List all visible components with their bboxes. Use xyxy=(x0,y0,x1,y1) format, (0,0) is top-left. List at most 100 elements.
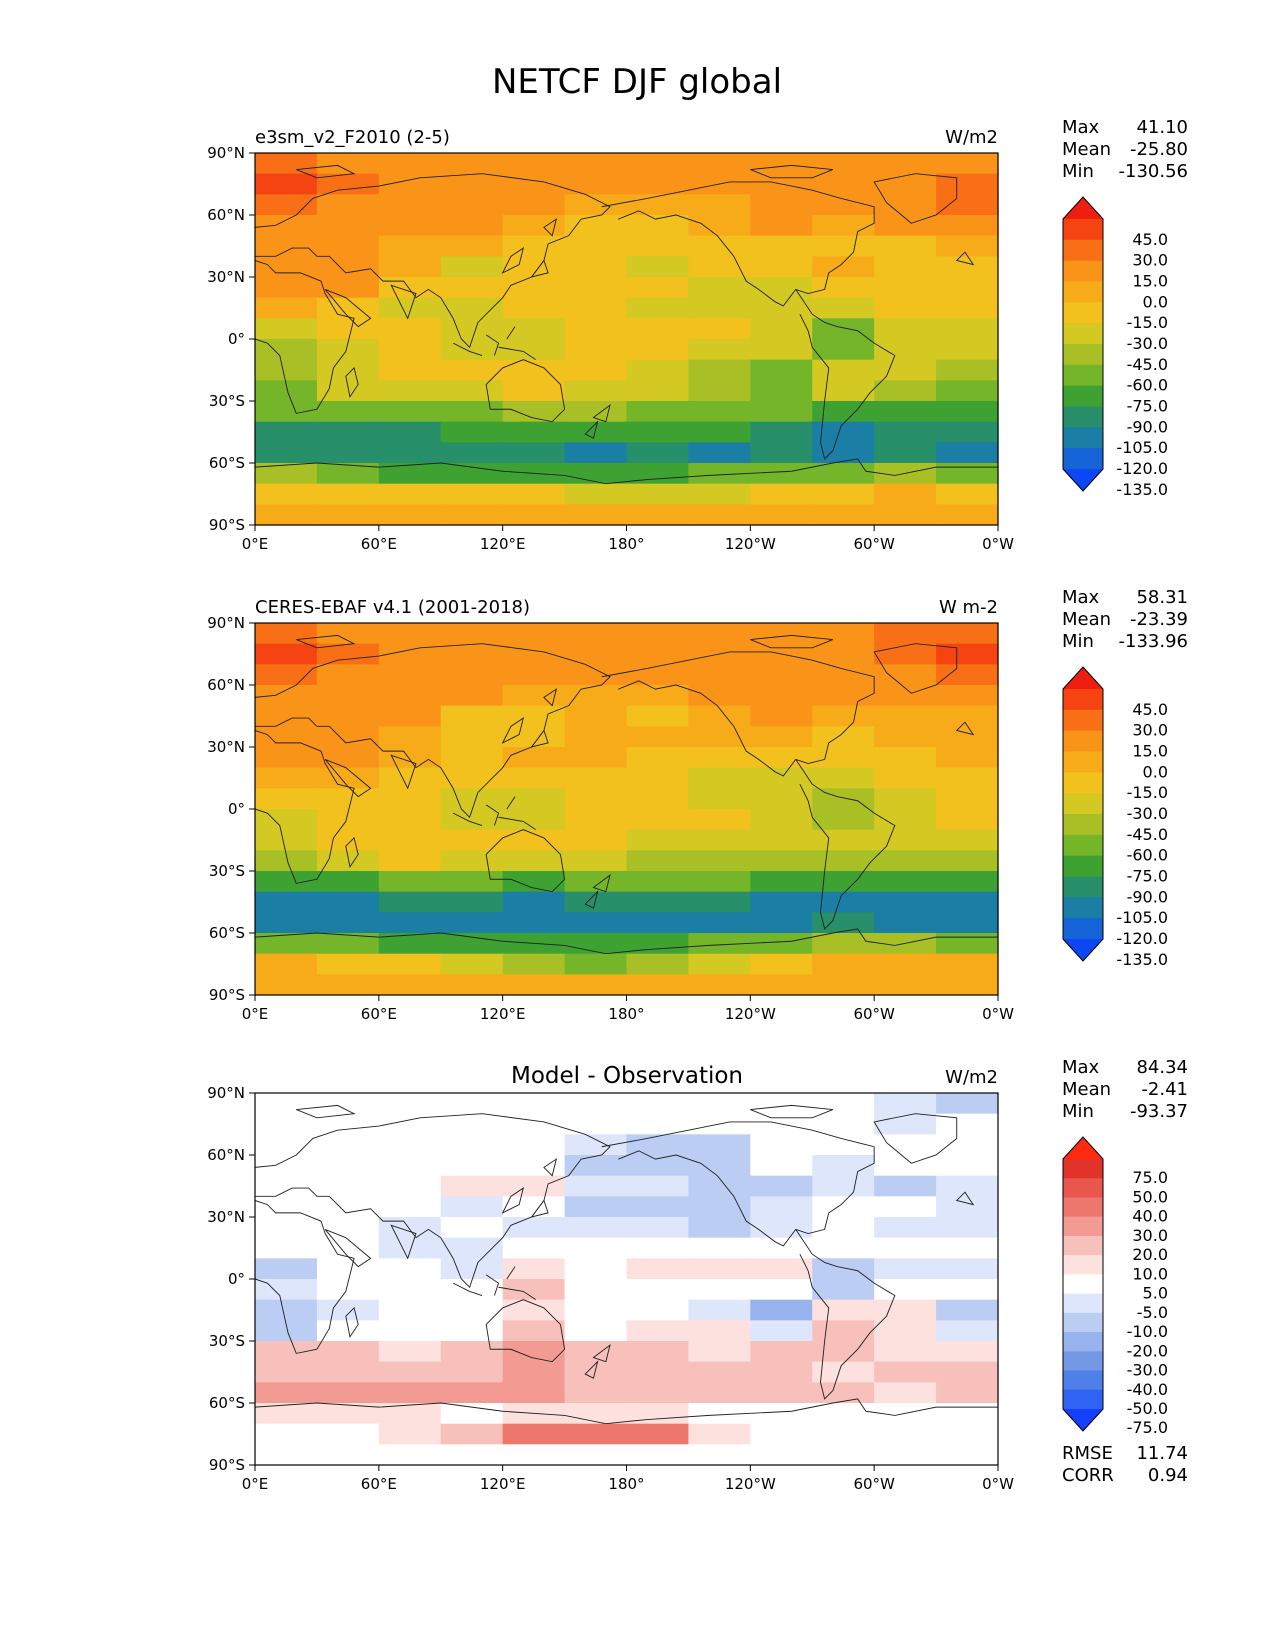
field-cell xyxy=(502,1113,566,1135)
field-cell xyxy=(440,1113,504,1135)
field-cell xyxy=(936,705,999,727)
field-cell xyxy=(255,1134,318,1156)
field-cell xyxy=(874,504,937,526)
field-cell xyxy=(812,912,875,934)
field-cell xyxy=(874,643,937,665)
field-cell xyxy=(255,1423,318,1445)
y-tick-label: 90°N xyxy=(207,614,245,632)
field-cell xyxy=(316,705,380,727)
field-cell xyxy=(874,339,937,361)
stat-value: -2.41 xyxy=(1141,1079,1188,1100)
field-cell xyxy=(440,829,504,851)
field-cell xyxy=(564,235,628,257)
field-cell xyxy=(440,809,504,831)
field-cell xyxy=(936,788,999,810)
field-cell xyxy=(502,1175,566,1197)
field-cell xyxy=(812,1155,875,1177)
field-cell xyxy=(255,421,318,443)
colorbar-label: 5.0 xyxy=(1143,1284,1168,1303)
field-cell xyxy=(564,1403,628,1425)
field-cell xyxy=(564,483,628,505)
field-cell xyxy=(626,401,690,423)
field-cell xyxy=(936,747,999,769)
field-cell xyxy=(688,788,751,810)
field-cell xyxy=(378,359,442,381)
field-cell xyxy=(936,850,999,872)
field-cell xyxy=(378,401,442,423)
field-cell xyxy=(255,871,318,893)
field-cell xyxy=(255,953,318,975)
stat-label: Min xyxy=(1062,631,1094,652)
x-tick-label: 60°W xyxy=(853,1005,895,1023)
field-cell xyxy=(874,1093,937,1115)
colorbar-band xyxy=(1063,260,1103,282)
field-cell xyxy=(440,912,504,934)
field-cell xyxy=(316,442,380,464)
field-cell xyxy=(812,1299,875,1321)
field-cell xyxy=(812,1237,875,1259)
field-cell xyxy=(316,767,380,789)
field-cell xyxy=(316,912,380,934)
field-cell xyxy=(874,256,937,278)
field-cell xyxy=(874,297,937,319)
field-cell xyxy=(255,1341,318,1363)
field-cell xyxy=(316,891,380,913)
field-cell xyxy=(502,256,566,278)
field-cell xyxy=(626,1279,690,1301)
field-cell xyxy=(564,318,628,340)
field-cell xyxy=(440,871,504,893)
field-cell xyxy=(502,173,566,195)
colorbar-band xyxy=(1063,1293,1103,1314)
x-tick-label: 0°W xyxy=(982,535,1014,553)
field-cell xyxy=(440,1320,504,1342)
field-cell xyxy=(750,809,813,831)
field-cell xyxy=(502,912,566,934)
field-cell xyxy=(316,339,380,361)
field-cell xyxy=(750,912,813,934)
field-cell xyxy=(378,1341,442,1363)
y-tick-label: 0° xyxy=(228,1270,245,1288)
field-cell xyxy=(750,277,813,299)
field-cell xyxy=(378,705,442,727)
field-cell xyxy=(936,767,999,789)
field-cell xyxy=(316,974,380,996)
field-cell xyxy=(688,912,751,934)
field-cell xyxy=(378,339,442,361)
colorbar-band xyxy=(1063,448,1103,470)
field-cell xyxy=(812,1196,875,1218)
field-cell xyxy=(564,339,628,361)
field-cell xyxy=(688,442,751,464)
field-cell xyxy=(750,623,813,645)
field-cell xyxy=(316,685,380,707)
field-cell xyxy=(378,380,442,402)
field-cell xyxy=(440,953,504,975)
field-cell xyxy=(440,483,504,505)
field-cell xyxy=(750,1320,813,1342)
field-cell xyxy=(626,215,690,237)
field-cell xyxy=(936,1217,999,1239)
field-cell xyxy=(255,318,318,340)
field-cell xyxy=(316,194,380,216)
stat-label: Mean xyxy=(1062,1079,1111,1100)
field-cell xyxy=(564,747,628,769)
field-cell xyxy=(255,829,318,851)
field-cell xyxy=(440,235,504,257)
field-cell xyxy=(316,1320,380,1342)
field-cell xyxy=(936,726,999,748)
field-cell xyxy=(255,1175,318,1197)
field-cell xyxy=(255,974,318,996)
field-cell xyxy=(936,871,999,893)
colorbar-band xyxy=(1063,918,1103,940)
field-cell xyxy=(812,359,875,381)
field-cell xyxy=(564,871,628,893)
field-cell xyxy=(255,359,318,381)
field-cell xyxy=(874,912,937,934)
field-cell xyxy=(440,664,504,686)
field-cell xyxy=(564,767,628,789)
colorbar-label: -90.0 xyxy=(1127,417,1168,436)
field-cell xyxy=(316,483,380,505)
panel-units: W/m2 xyxy=(945,127,998,148)
field-cell xyxy=(936,809,999,831)
field-cell xyxy=(874,318,937,340)
field-cell xyxy=(812,1134,875,1156)
